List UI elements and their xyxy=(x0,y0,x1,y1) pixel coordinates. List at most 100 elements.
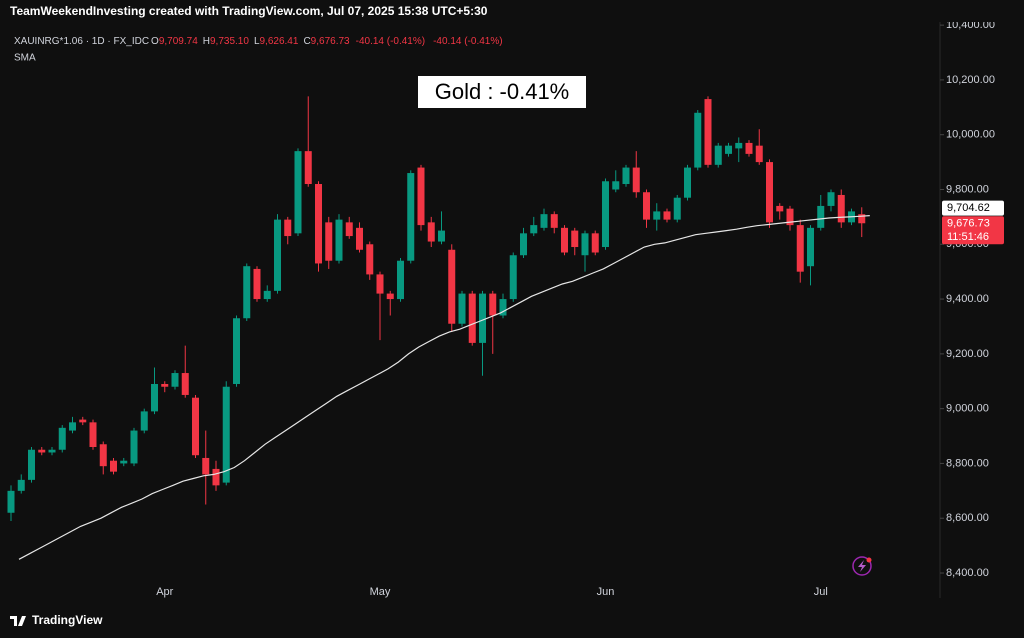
y-tick-label: 8,400.00 xyxy=(946,567,989,579)
price-label: 9,704.62 xyxy=(947,202,990,214)
candle-body xyxy=(397,260,404,300)
candle-body xyxy=(776,205,784,212)
candle-body xyxy=(458,293,466,324)
candle-body xyxy=(520,233,527,256)
candle-body xyxy=(366,244,374,275)
candle-body xyxy=(171,373,179,387)
legend: XAUINRG*1.06 · 1D · FX_IDC O9,709.74 H9,73… xyxy=(14,36,503,47)
candle-body xyxy=(796,225,804,272)
candle-body xyxy=(561,227,568,253)
candle-body xyxy=(427,222,435,242)
candle-body xyxy=(684,167,691,198)
candle-body xyxy=(663,211,671,220)
candle-body xyxy=(602,181,609,248)
candle-body xyxy=(345,222,353,237)
candle-body xyxy=(304,151,312,185)
annotation-box xyxy=(418,76,586,108)
legend-indicator: SMA xyxy=(14,53,36,64)
candle-body xyxy=(315,184,322,264)
candle-body xyxy=(571,230,579,248)
legend-key: O xyxy=(151,36,159,47)
candle-body xyxy=(550,214,558,228)
candle-body xyxy=(38,449,46,453)
y-tick-label: 10,400.00 xyxy=(946,19,995,31)
candle-body xyxy=(735,142,743,149)
candle-body xyxy=(202,457,210,475)
candle-body xyxy=(489,293,497,316)
candle-body xyxy=(356,227,363,250)
candle-body xyxy=(581,233,589,256)
candle-body xyxy=(110,460,117,472)
legend-value: 9,626.41 xyxy=(260,36,299,47)
plot-area: 8,400.00 8,600.00 8,800.00 9,000.00 9,200.00… xyxy=(7,18,995,598)
candle-body xyxy=(99,444,107,467)
candle-body xyxy=(766,162,773,223)
candle-body xyxy=(786,208,794,226)
candle-body xyxy=(28,449,35,480)
candle-body xyxy=(376,274,384,294)
price-label-box xyxy=(942,200,1004,216)
candle-body xyxy=(837,194,845,223)
alert-icon xyxy=(852,556,872,576)
candle-body xyxy=(284,219,292,237)
candle-body xyxy=(612,181,620,190)
candle-body xyxy=(386,293,394,300)
annotation: Gold : -0.41% xyxy=(435,79,570,104)
candle-body xyxy=(530,225,538,234)
candle-body xyxy=(704,99,712,165)
legend-key: H xyxy=(203,36,210,47)
candle-body xyxy=(120,460,128,464)
candle-body xyxy=(755,145,763,163)
price-label-box xyxy=(942,216,1004,245)
x-tick-label: Jun xyxy=(597,586,615,598)
x-tick-label: Apr xyxy=(156,586,173,598)
candle-body xyxy=(140,411,148,431)
candle-body xyxy=(714,145,722,165)
candle-body xyxy=(817,205,825,228)
candle-body xyxy=(632,167,640,193)
candle-body xyxy=(591,233,599,253)
x-tick-label: May xyxy=(370,586,391,598)
candle-body xyxy=(643,192,650,220)
legend-change: -40.14 (-0.41%) xyxy=(356,36,425,47)
candle-body xyxy=(89,422,97,447)
y-tick-label: 8,800.00 xyxy=(946,457,989,469)
candle-body xyxy=(438,230,445,242)
legend-value: 9,709.74 xyxy=(159,36,198,47)
y-tick-label: 10,000.00 xyxy=(946,129,995,141)
legend-symbol: XAUINRG*1.06 · 1D · FX_IDC xyxy=(14,36,149,47)
candle-body xyxy=(79,419,87,423)
candle-body xyxy=(263,290,271,300)
candle-body xyxy=(48,449,56,453)
y-tick-label: 8,600.00 xyxy=(946,512,989,524)
candle-body xyxy=(827,192,835,206)
candle-body xyxy=(673,197,681,220)
candle-body xyxy=(243,266,251,319)
candle-body xyxy=(7,490,15,513)
candle-body xyxy=(653,211,661,220)
candle-body xyxy=(540,214,548,228)
price-label: 9,676.73 xyxy=(947,218,990,230)
x-tick-label: Jul xyxy=(814,586,828,598)
legend-value: 9,676.73 xyxy=(311,36,350,47)
candle-body xyxy=(858,214,866,224)
candle-body xyxy=(745,142,753,154)
candle-body xyxy=(694,112,702,168)
y-tick-label: 9,800.00 xyxy=(946,183,989,195)
candle-body xyxy=(509,255,517,300)
candle-body xyxy=(479,293,486,343)
legend-value: 9,735.10 xyxy=(210,36,249,47)
candle-body xyxy=(192,397,199,456)
candle-body xyxy=(130,430,138,464)
sma-line xyxy=(18,215,870,560)
candle-body xyxy=(417,167,425,226)
candle-body xyxy=(335,219,343,261)
y-tick-label: 9,000.00 xyxy=(946,403,989,415)
candle-body xyxy=(69,422,76,431)
candle-body xyxy=(151,383,158,412)
candle-body xyxy=(807,227,814,267)
legend-change: -40.14 (-0.41%) xyxy=(433,36,502,47)
candle-body xyxy=(274,219,281,291)
